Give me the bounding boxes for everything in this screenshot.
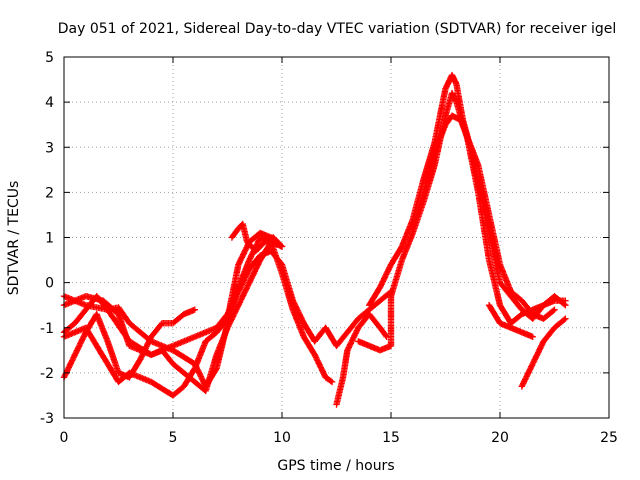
x-tick-label: 5 [169,430,178,446]
chart-title: Day 051 of 2021, Sidereal Day-to-day VTE… [58,21,617,37]
series-trace-6 [228,220,286,255]
y-tick-label: 1 [45,231,54,247]
y-axis-label: SDTVAR / TECUs [6,181,22,296]
y-tick-label: 4 [45,95,54,111]
y-tick-label: 2 [45,185,54,201]
series-trace-10 [409,112,558,322]
x-tick-label: 0 [60,430,69,446]
series-markers [485,302,536,340]
grid-lines [64,57,609,418]
x-tick-label: 20 [491,430,509,446]
series-trace-7 [333,311,390,408]
y-tick-label: 5 [45,50,54,66]
x-tick-labels: 0 5 10 15 20 25 [60,430,618,446]
axis-ticks [63,56,610,419]
y-tick-label: -3 [40,411,54,427]
x-axis-label: GPS time / hours [277,458,394,474]
data-series [60,71,569,408]
y-tick-labels: -3 -2 -1 0 1 2 3 4 5 [40,50,54,427]
x-tick-label: 15 [382,430,400,446]
series-markers [228,220,286,255]
y-tick-label: 0 [45,276,54,292]
series-markers [518,315,569,390]
y-tick-label: -2 [40,366,54,382]
y-tick-label: 3 [45,140,54,156]
x-tick-label: 25 [600,430,618,446]
series-trace-12 [518,315,569,390]
series-trace-11 [485,302,536,340]
x-tick-label: 10 [273,430,291,446]
series-markers [409,112,558,322]
series-markers [333,311,390,408]
y-tick-label: -1 [40,321,54,337]
